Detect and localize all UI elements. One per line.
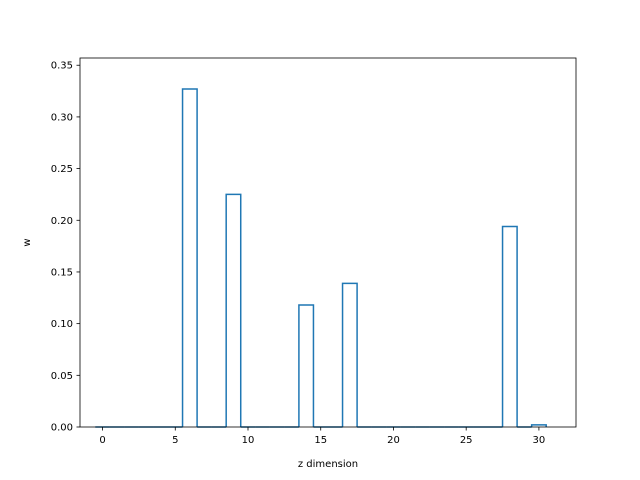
histogram-bar <box>225 193 242 427</box>
x-tick-label: 30 <box>533 435 546 446</box>
histogram-bar <box>181 88 198 427</box>
y-tick-label: 0.25 <box>51 164 73 175</box>
histogram-bar <box>501 225 518 427</box>
y-tick-label: 0.20 <box>51 216 73 227</box>
y-tick-label: 0.35 <box>51 61 73 72</box>
histogram-bar <box>341 282 358 427</box>
x-tick-label: 0 <box>99 435 105 446</box>
y-tick-label: 0.30 <box>51 112 73 123</box>
y-tick-label: 0.05 <box>51 371 73 382</box>
x-tick-label: 5 <box>172 435 178 446</box>
histogram-bar <box>298 304 315 427</box>
y-tick-label: 0.00 <box>51 423 73 434</box>
x-tick-label: 25 <box>460 435 473 446</box>
histogram-bar <box>530 424 547 427</box>
x-tick-label: 15 <box>314 435 327 446</box>
y-tick-label: 0.15 <box>51 267 73 278</box>
y-tick-label: 0.10 <box>51 319 73 330</box>
x-axis-label: z dimension <box>298 459 358 470</box>
y-axis: 0.00 0.05 0.10 0.15 0.20 0.25 0.30 0.35 <box>51 61 80 434</box>
y-axis-label: w <box>22 238 33 246</box>
x-tick-label: 20 <box>387 435 400 446</box>
axes-frame <box>79 57 577 428</box>
x-tick-label: 10 <box>242 435 255 446</box>
x-axis: 0 5 10 15 20 25 30 <box>99 427 545 446</box>
